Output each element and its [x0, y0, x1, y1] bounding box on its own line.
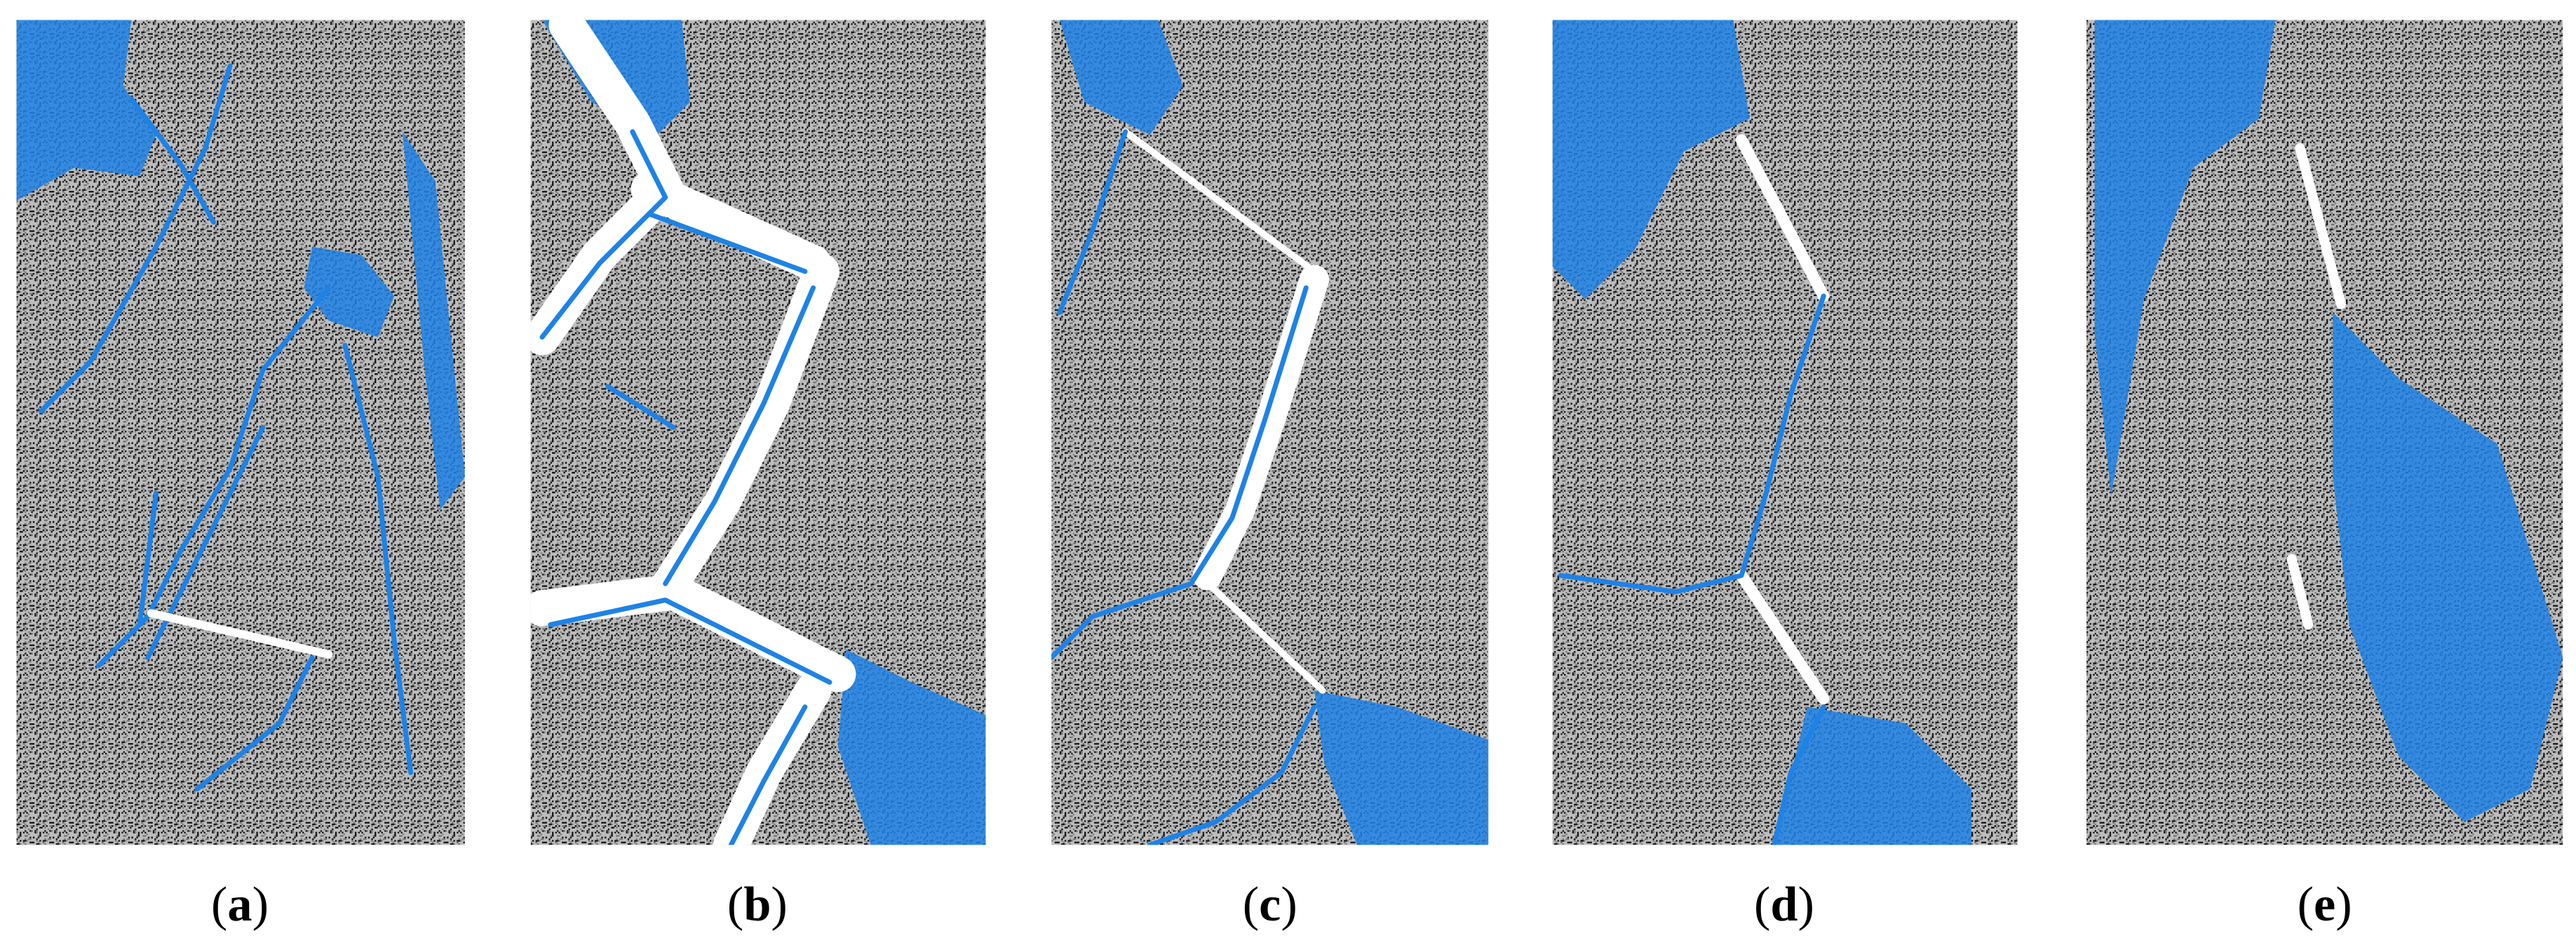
label-part: ( — [727, 877, 743, 932]
panel-b — [530, 20, 986, 845]
panel-label: (e) — [2298, 877, 2352, 932]
label-part: ) — [252, 877, 269, 932]
panel-a — [16, 20, 465, 845]
label-part: ( — [1754, 877, 1770, 932]
panel-label: (d) — [1754, 877, 1814, 932]
label-part: ( — [2298, 877, 2314, 932]
panel-label: (b) — [727, 877, 788, 932]
label-part: b — [743, 877, 771, 932]
label-part: ) — [2335, 877, 2352, 932]
panel-c — [1051, 20, 1489, 845]
label-part: d — [1770, 877, 1798, 932]
label-part: ( — [211, 877, 227, 932]
label-part: e — [2314, 877, 2335, 932]
label-part: ( — [1243, 877, 1259, 932]
panel-e — [2086, 20, 2563, 845]
label-part: c — [1259, 877, 1281, 932]
label-part: ) — [1281, 877, 1297, 932]
panel-d — [1552, 20, 2018, 845]
label-part: a — [227, 877, 252, 932]
panel-label: (a) — [211, 877, 269, 932]
label-part: ) — [1798, 877, 1814, 932]
panel-label: (c) — [1243, 877, 1297, 932]
label-part: ) — [771, 877, 787, 932]
